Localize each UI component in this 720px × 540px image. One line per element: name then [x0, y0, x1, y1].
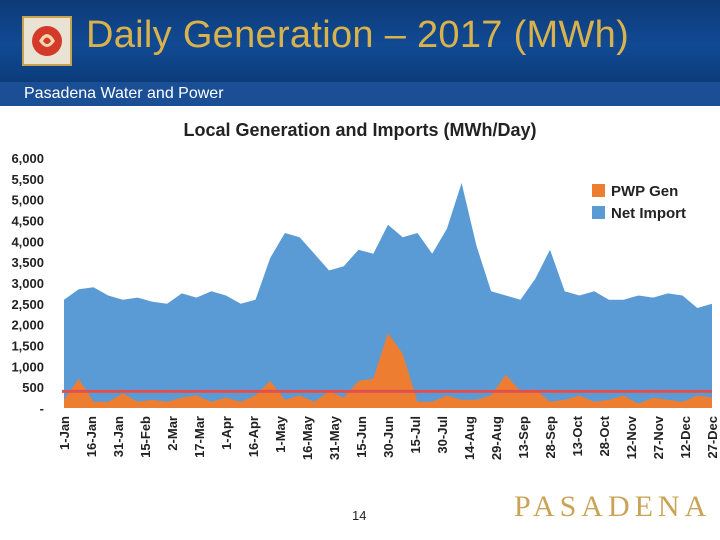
- x-tick-label: 30-Jun: [381, 416, 396, 458]
- x-tick-label: 15-Feb: [138, 416, 153, 458]
- generation-chart: - 500 1,000 1,500 2,000 2,500 3,000 3,500 4,000 4…: [11, 151, 720, 460]
- pwp-gen-area: [64, 333, 712, 408]
- subtitle-bar: Pasadena Water and Power: [0, 82, 720, 106]
- net-import-area: [64, 183, 712, 408]
- slide-title: Daily Generation – 2017 (MWh): [86, 14, 630, 56]
- x-tick-label: 16-Apr: [246, 416, 261, 457]
- x-tick-label: 28-Oct: [597, 415, 612, 456]
- legend-label-import: Net Import: [611, 205, 686, 222]
- x-tick-label: 28-Sep: [543, 416, 558, 459]
- x-tick-label: 13-Sep: [516, 416, 531, 459]
- x-tick-label: 1-Jan: [57, 416, 72, 450]
- x-tick-label: 13-Oct: [570, 415, 585, 456]
- y-tick-label: 3,500: [11, 255, 44, 270]
- y-tick-label: 1,500: [11, 339, 44, 354]
- y-tick-label: 5,500: [11, 172, 44, 187]
- x-tick-label: 12-Dec: [678, 416, 693, 459]
- brand-wordmark: PASADENA: [514, 490, 712, 523]
- y-tick-label: 2,500: [11, 297, 44, 312]
- page-number: 14: [352, 508, 367, 523]
- y-tick-label: 4,500: [11, 214, 44, 229]
- y-tick-label: -: [40, 401, 44, 416]
- y-tick-label: 4,000: [11, 234, 44, 249]
- y-tick-label: 500: [22, 380, 44, 395]
- x-tick-label: 16-Jan: [84, 416, 99, 457]
- y-tick-label: 5,000: [11, 193, 44, 208]
- y-tick-label: 3,000: [11, 276, 44, 291]
- x-tick-label: 14-Aug: [462, 416, 477, 460]
- x-tick-label: 15-Jul: [408, 416, 423, 454]
- x-tick-label: 29-Aug: [489, 416, 504, 460]
- x-tick-label: 17-Mar: [192, 416, 207, 458]
- x-tick-label: 31-May: [327, 415, 342, 460]
- x-tick-label: 1-Apr: [219, 416, 234, 450]
- x-tick-label: 12-Nov: [624, 415, 639, 459]
- y-tick-label: 1,000: [11, 359, 44, 374]
- x-tick-label: 16-May: [300, 415, 315, 460]
- x-tick-label: 30-Jul: [435, 416, 450, 454]
- chart-area: Local Generation and Imports (MWh/Day) -…: [0, 110, 720, 486]
- y-tick-label: 2,000: [11, 318, 44, 333]
- legend-label-gen: PWP Gen: [611, 183, 678, 200]
- x-tick-label: 15-Jun: [354, 416, 369, 458]
- legend-swatch-gen: [592, 184, 605, 197]
- rose-logo-icon: [22, 16, 72, 66]
- chart-title: Local Generation and Imports (MWh/Day): [183, 120, 537, 140]
- slide-subtitle: Pasadena Water and Power: [24, 85, 224, 102]
- x-tick-label: 31-Jan: [111, 416, 126, 457]
- x-tick-label: 27-Nov: [651, 415, 666, 459]
- slide-header: Daily Generation – 2017 (MWh): [0, 0, 720, 82]
- y-tick-label: 6,000: [11, 151, 44, 166]
- legend-swatch-import: [592, 206, 605, 219]
- x-tick-label: 1-May: [273, 415, 288, 453]
- x-tick-label: 27-Dec: [705, 416, 720, 459]
- x-tick-label: 2-Mar: [165, 416, 180, 451]
